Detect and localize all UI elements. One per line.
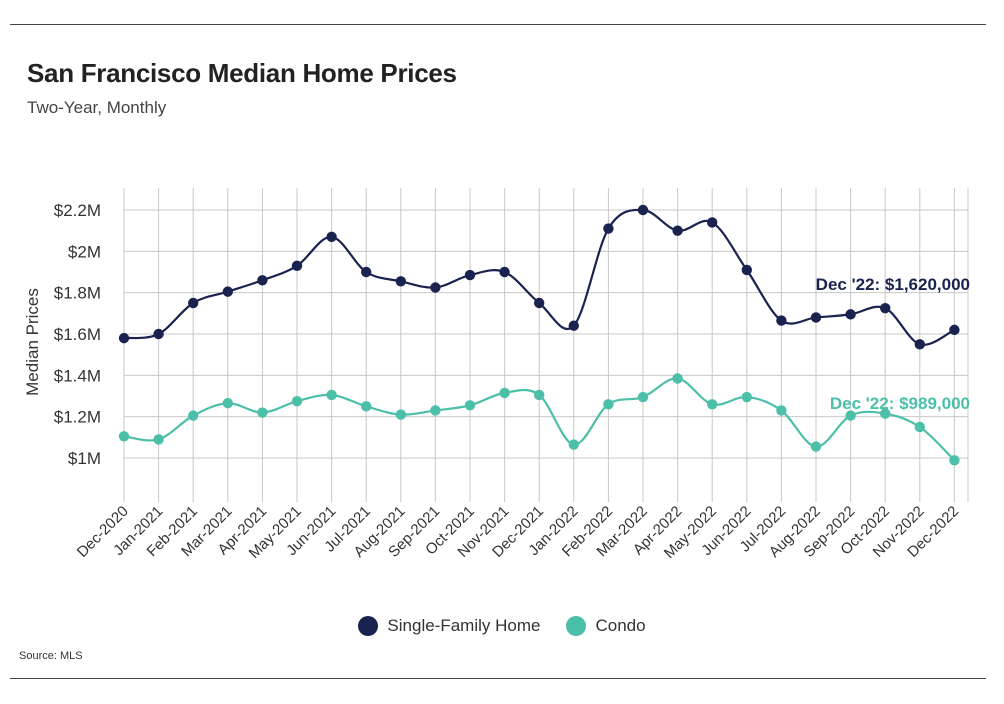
sfh-data-point xyxy=(776,315,787,326)
condo-data-point xyxy=(395,409,406,420)
legend-marker-condo xyxy=(566,616,587,636)
condo-data-point xyxy=(499,387,510,399)
condo-data-point xyxy=(257,407,268,418)
source-note: Source: MLS xyxy=(19,650,83,662)
chart-title: San Francisco Median Home Prices xyxy=(27,58,457,88)
condo-data-point xyxy=(949,455,960,466)
condo-data-point xyxy=(464,400,476,411)
legend-marker-sfh xyxy=(358,616,379,636)
sfh-data-point xyxy=(845,309,856,320)
legend-item-condo[interactable]: Condo xyxy=(566,616,646,636)
legend-label-condo: Condo xyxy=(595,616,646,635)
sfh-data-point xyxy=(707,217,718,228)
y-tick-label: $2.2M xyxy=(54,201,101,220)
sfh-data-point xyxy=(568,320,579,331)
condo-data-point xyxy=(637,391,649,403)
sfh-data-point xyxy=(914,339,925,350)
sfh-data-point xyxy=(464,269,476,281)
chart-subtitle: Two-Year, Monthly xyxy=(27,98,167,117)
condo-data-point xyxy=(188,410,199,421)
sfh-data-point xyxy=(291,260,303,271)
condo-data-point xyxy=(914,421,925,433)
sfh-data-point xyxy=(949,324,960,336)
sfh-data-point xyxy=(153,328,164,340)
condo-data-point xyxy=(534,389,545,401)
condo-data-point xyxy=(326,389,337,401)
sfh-data-point xyxy=(672,225,683,236)
condo-data-point xyxy=(845,410,856,421)
condo-data-point xyxy=(118,431,130,442)
sfh-annotation: Dec '22: $1,620,000 xyxy=(816,275,970,294)
sfh-data-point xyxy=(326,231,337,243)
sfh-data-point xyxy=(603,223,614,234)
sfh-data-point xyxy=(222,286,233,297)
condo-data-point xyxy=(430,405,441,416)
sfh-data-point xyxy=(118,332,130,344)
y-tick-label: $1.8M xyxy=(54,284,101,303)
condo-data-point xyxy=(291,395,303,407)
y-axis-ticks: $1M $1.2M $1.4M $1.6M $1.8M $2M $2.2M xyxy=(54,201,101,468)
condo-data-point xyxy=(880,408,891,419)
y-tick-label: $1.6M xyxy=(54,325,101,344)
bottom-rule xyxy=(10,678,986,679)
y-tick-label: $1.4M xyxy=(54,366,101,385)
condo-data-point xyxy=(707,399,718,410)
legend-item-sfh[interactable]: Single-Family Home xyxy=(358,616,540,636)
sfh-data-point xyxy=(741,264,752,276)
sfh-data-point xyxy=(395,276,406,287)
condo-data-point xyxy=(776,405,787,416)
y-tick-label: $1.2M xyxy=(54,408,101,427)
sfh-data-point xyxy=(430,282,441,293)
condo-data-point xyxy=(672,373,683,384)
y-tick-label: $1M xyxy=(68,449,101,468)
condo-data-point xyxy=(810,441,822,452)
sfh-data-point xyxy=(499,266,510,278)
sfh-data-point xyxy=(188,297,199,309)
y-tick-label: $2M xyxy=(68,242,101,261)
sfh-data-point xyxy=(534,297,545,309)
condo-annotation: Dec '22: $989,000 xyxy=(830,394,970,413)
condo-data-point xyxy=(741,391,752,403)
legend-label-sfh: Single-Family Home xyxy=(387,616,541,635)
condo-data-point xyxy=(361,401,372,412)
sfh-data-point xyxy=(880,302,891,314)
condo-data-point xyxy=(568,439,579,450)
series xyxy=(118,204,960,466)
sfh-data-point xyxy=(257,275,268,286)
y-axis-label: Median Prices xyxy=(23,288,42,396)
top-rule xyxy=(10,24,986,25)
condo-data-point xyxy=(222,398,233,409)
x-axis-ticks: Dec-2020Jan-2021Feb-2021Mar-2021Apr-2021… xyxy=(74,503,962,562)
condo-data-point xyxy=(603,399,614,410)
sfh-data-point xyxy=(810,312,822,323)
sfh-data-point xyxy=(361,266,372,278)
sfh-data-point xyxy=(637,204,649,216)
grid xyxy=(123,188,969,502)
legend: Single-Family Home Condo xyxy=(0,616,1004,636)
condo-data-point xyxy=(153,434,164,445)
